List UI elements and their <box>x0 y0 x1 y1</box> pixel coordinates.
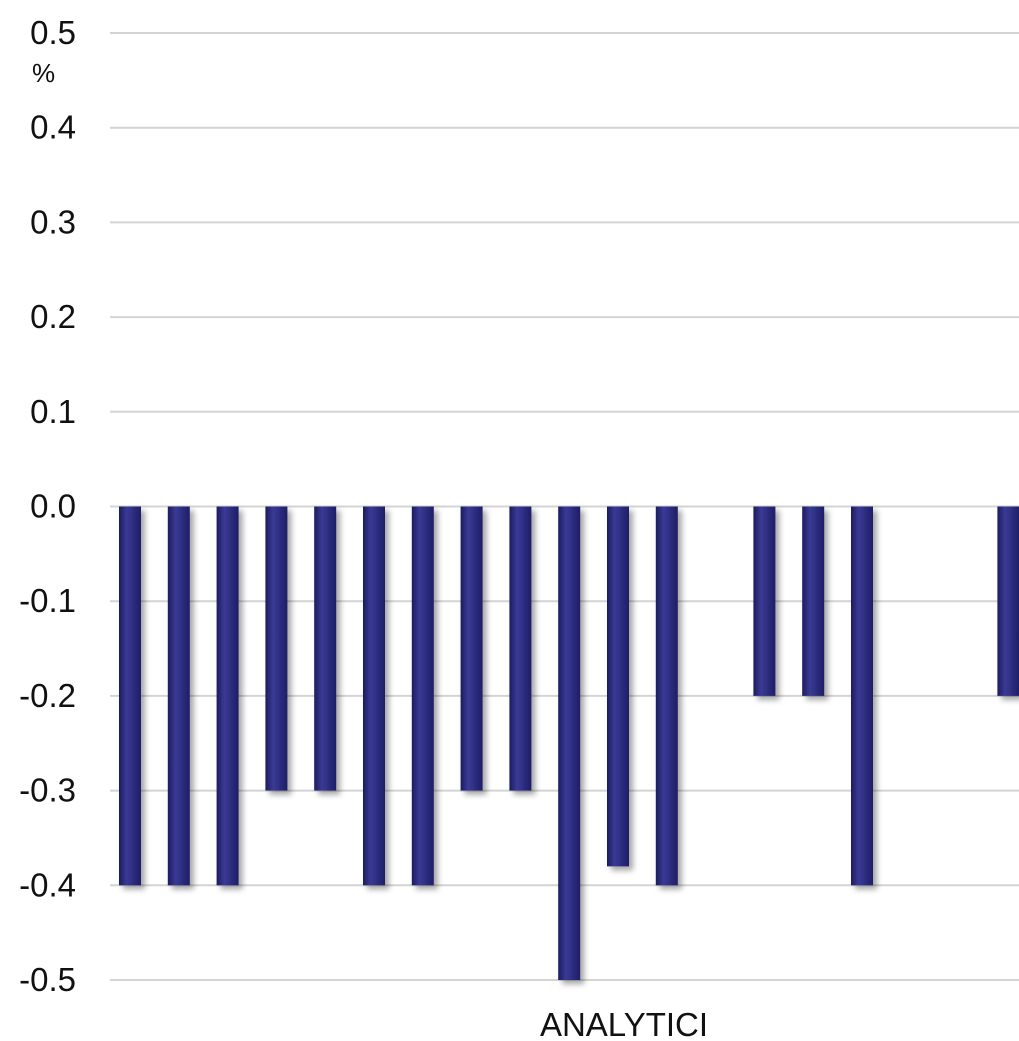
bar <box>558 506 581 980</box>
y-tick-label: 0.0 <box>30 488 76 525</box>
y-tick-label: 0.1 <box>30 393 76 430</box>
bar <box>314 506 337 791</box>
y-tick-label: -0.2 <box>19 677 76 714</box>
bar <box>411 506 434 886</box>
bar <box>167 506 190 886</box>
y-unit-label: % <box>32 58 55 88</box>
bar <box>802 506 825 696</box>
bar <box>851 506 873 886</box>
y-axis: % 0.5 0.4 0.3 0.2 0.1 0.0 -0.1 -0.2 -0.3 -0.4 -0.5 <box>19 14 76 998</box>
bar <box>265 506 288 791</box>
bar <box>460 506 483 791</box>
bar <box>216 506 239 886</box>
y-tick-label: -0.4 <box>19 866 76 903</box>
y-tick-label: -0.5 <box>19 961 76 998</box>
y-tick-label: -0.1 <box>19 582 76 619</box>
x-axis-label: ANALYTICI <box>540 1006 708 1041</box>
y-tick-label: 0.4 <box>30 109 76 146</box>
bar <box>655 506 678 886</box>
y-tick-label: 0.5 <box>30 14 76 51</box>
y-tick-label: 0.2 <box>30 298 76 335</box>
bar <box>607 506 629 867</box>
bar <box>753 506 776 696</box>
bar <box>119 506 141 886</box>
bar-series <box>119 506 1019 980</box>
bar <box>997 506 1019 696</box>
y-tick-label: 0.3 <box>30 203 76 240</box>
bar <box>363 506 385 886</box>
bar <box>509 506 532 791</box>
y-tick-label: -0.3 <box>19 772 76 809</box>
